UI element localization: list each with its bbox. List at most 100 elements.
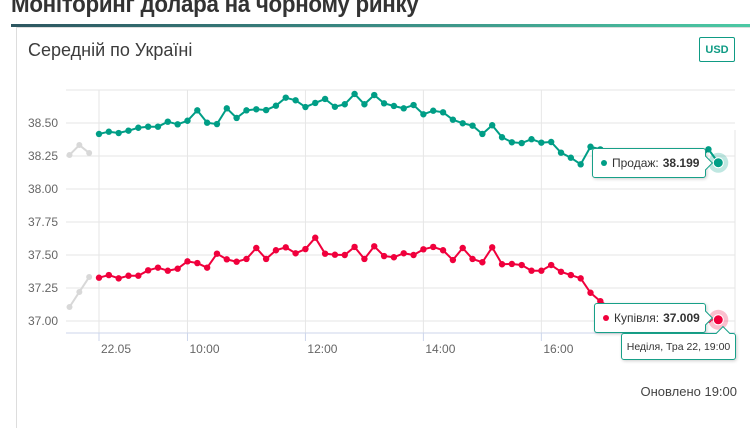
buy-point: [439, 247, 447, 254]
sale-point: [361, 101, 368, 108]
y-tick-label: 38.00: [28, 182, 58, 196]
y-tick-label: 37.25: [28, 281, 58, 295]
sale-point: [508, 139, 516, 146]
buy-point: [371, 243, 378, 250]
sale-point: [223, 105, 230, 112]
sale-point: [479, 130, 486, 138]
buy-point: [469, 255, 476, 263]
buy-point: [547, 261, 555, 269]
previous-point: [66, 151, 73, 158]
previous-point: [76, 288, 83, 295]
buy-point: [449, 256, 457, 264]
buy-point: [253, 244, 260, 252]
previous-point: [76, 142, 83, 149]
buy-tooltip: Купівля: 37.009: [594, 303, 714, 333]
date-tooltip-text: Неділя, Тра 22, 19:00: [626, 340, 731, 353]
buy-point: [567, 271, 575, 279]
buy-point: [557, 268, 565, 275]
sale-point: [312, 99, 319, 107]
sale-point: [538, 139, 545, 146]
y-tick-label: 37.00: [28, 314, 58, 328]
buy-point: [174, 265, 181, 272]
sale-point-active: [712, 157, 724, 169]
buy-point: [115, 275, 122, 282]
sale-point: [135, 124, 142, 131]
x-tick-label: 12:00: [307, 342, 337, 356]
sale-point: [420, 111, 427, 118]
sale-point: [489, 122, 496, 129]
y-tick-label: 37.50: [28, 248, 58, 262]
chart-series: [66, 90, 729, 330]
x-tick-label: 14:00: [425, 342, 455, 356]
buy-point: [459, 244, 466, 252]
buy-tooltip-label: Купівля:: [614, 311, 660, 325]
chart-grid: [66, 89, 736, 333]
sale-point: [321, 95, 329, 103]
buy-dot-icon: [603, 315, 609, 321]
y-tick-label: 37.75: [28, 215, 58, 229]
y-tick-label: 38.25: [28, 149, 58, 163]
sale-point: [243, 107, 250, 114]
sale-tooltip-value: 38.199: [662, 156, 700, 170]
buy-point: [272, 247, 280, 254]
x-tick-label: 22.05: [101, 342, 131, 356]
buy-point: [213, 250, 221, 257]
sale-point: [390, 102, 398, 110]
sale-point: [351, 90, 358, 98]
sale-point: [144, 123, 152, 130]
buy-point: [341, 251, 348, 259]
sale-point: [164, 118, 172, 125]
sale-point: [705, 146, 712, 153]
sale-point: [430, 107, 437, 114]
buy-point: [135, 272, 142, 279]
title-divider: [11, 24, 750, 27]
sale-point: [233, 114, 240, 122]
sale-point: [115, 129, 122, 137]
updated-time: Оновлено 19:00: [640, 384, 738, 399]
sale-point: [331, 103, 339, 110]
sale-point: [341, 101, 348, 108]
buy-point: [302, 245, 309, 253]
buy-point: [498, 261, 506, 268]
buy-point: [95, 274, 103, 281]
sale-point: [577, 161, 584, 168]
sale-point: [292, 97, 299, 104]
buy-point: [597, 298, 604, 305]
buy-point: [577, 275, 584, 282]
buy-point: [380, 252, 388, 260]
sale-point: [213, 120, 221, 128]
buy-point: [410, 251, 417, 259]
sale-point: [154, 123, 162, 130]
sale-tooltip: Продаж: 38.199: [592, 148, 714, 178]
sale-point: [125, 127, 132, 134]
buy-point: [400, 250, 407, 257]
buy-point: [184, 258, 191, 265]
buy-point: [420, 246, 427, 253]
previous-point: [86, 274, 93, 281]
x-tick-label: 16:00: [543, 342, 573, 356]
buy-point: [321, 250, 329, 257]
card-title: Середній по Україні: [28, 40, 193, 60]
sale-point: [498, 134, 506, 141]
buy-point: [164, 267, 172, 274]
buy-point: [243, 255, 250, 263]
sale-point: [203, 119, 211, 126]
sale-tooltip-label: Продаж:: [612, 156, 659, 170]
sale-point: [449, 116, 457, 123]
currency-usd-button[interactable]: USD: [699, 37, 735, 62]
buy-point: [105, 271, 113, 279]
buy-point: [282, 244, 289, 251]
sale-point: [439, 109, 447, 116]
buy-point: [538, 267, 545, 274]
buy-point: [331, 251, 339, 258]
buy-point: [351, 243, 358, 251]
page-title: Моніторинг долара на чорному ринку: [11, 0, 419, 18]
sale-point: [547, 138, 555, 146]
sale-point: [567, 154, 575, 161]
buy-point: [528, 267, 535, 274]
sale-point: [469, 122, 476, 129]
buy-point: [203, 264, 211, 271]
sale-point: [380, 100, 388, 107]
buy-point: [312, 234, 319, 241]
buy-point: [489, 244, 496, 251]
